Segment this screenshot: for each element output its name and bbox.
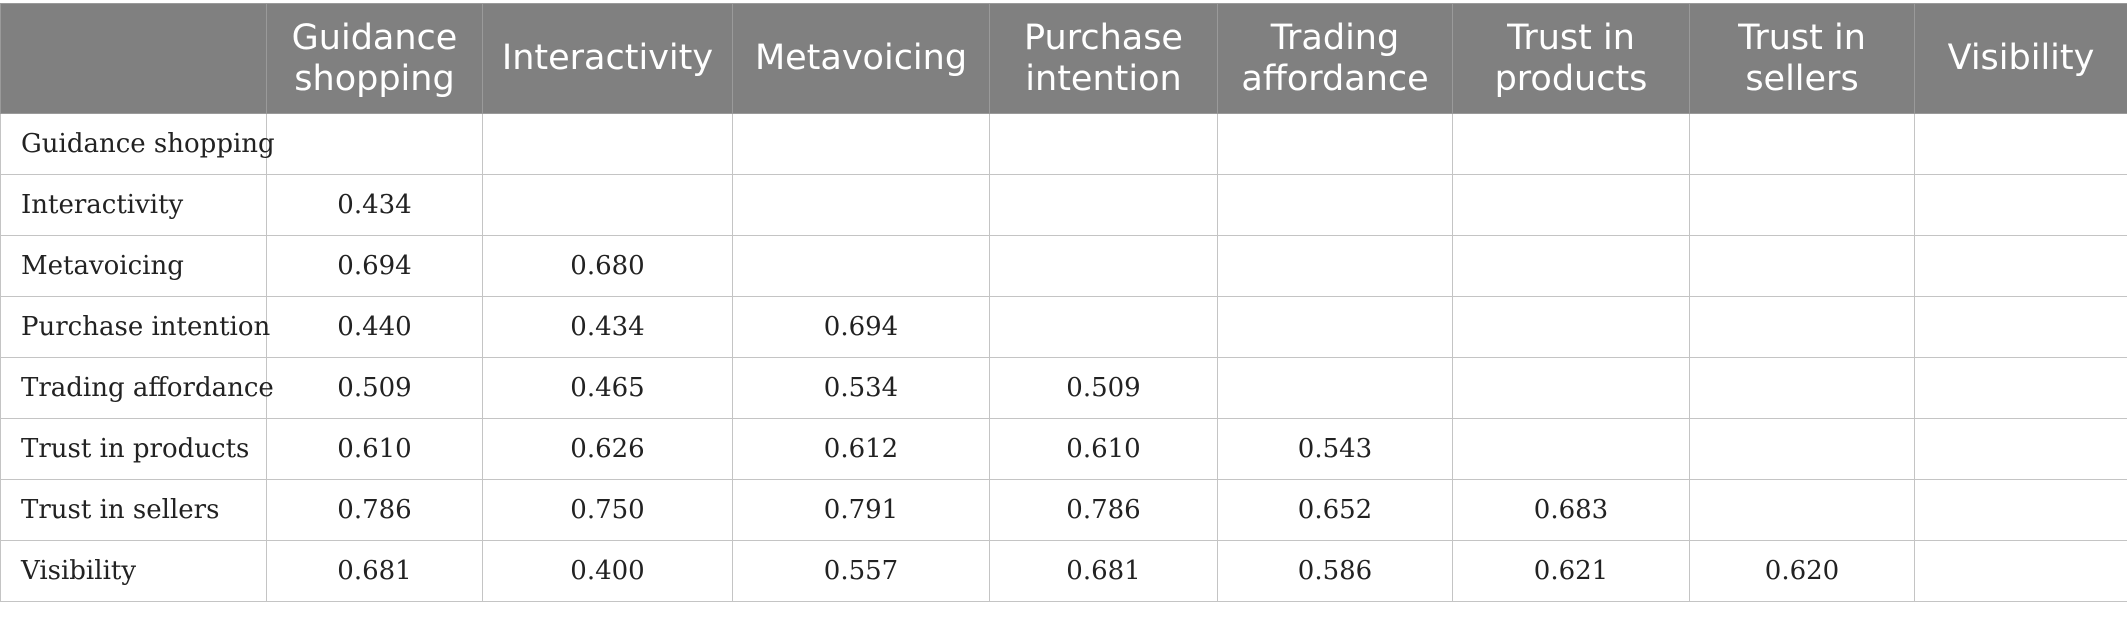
row-label: Visibility bbox=[0, 540, 267, 602]
table-cell bbox=[1217, 113, 1453, 175]
table-cell: 0.534 bbox=[732, 357, 990, 419]
table-cell: 0.440 bbox=[266, 296, 483, 358]
table-row: Trust in sellers 0.786 0.750 0.791 0.786… bbox=[0, 479, 2127, 541]
table-body: Guidance shopping Interactivity 0.434 Me… bbox=[0, 113, 2127, 602]
table-cell: 0.509 bbox=[266, 357, 483, 419]
table-cell: 0.612 bbox=[732, 418, 990, 480]
table-cell bbox=[1689, 479, 1915, 541]
table-cell: 0.620 bbox=[1689, 540, 1915, 602]
table-cell bbox=[732, 113, 990, 175]
table-cell bbox=[1217, 235, 1453, 297]
table-cell: 0.683 bbox=[1452, 479, 1690, 541]
row-label: Purchase intention bbox=[0, 296, 270, 358]
table-cell bbox=[482, 174, 733, 236]
table-cell bbox=[1689, 174, 1915, 236]
table-cell bbox=[1914, 174, 2127, 236]
table-cell: 0.786 bbox=[266, 479, 483, 541]
header-row: Guidance shopping Interactivity Metavoic… bbox=[0, 3, 2127, 114]
table-cell: 0.434 bbox=[266, 174, 483, 236]
table-row: Purchase intention 0.440 0.434 0.694 bbox=[0, 296, 2127, 358]
table-cell bbox=[1914, 479, 2127, 541]
table-cell: 0.465 bbox=[482, 357, 733, 419]
table-row: Visibility 0.681 0.400 0.557 0.681 0.586… bbox=[0, 540, 2127, 602]
table-cell bbox=[1452, 113, 1690, 175]
table-cell bbox=[266, 113, 483, 175]
table-cell bbox=[1689, 235, 1915, 297]
table-cell bbox=[1217, 174, 1453, 236]
table-cell: 0.434 bbox=[482, 296, 733, 358]
table-cell bbox=[1452, 418, 1690, 480]
table-cell: 0.786 bbox=[989, 479, 1218, 541]
table-cell: 0.621 bbox=[1452, 540, 1690, 602]
table-cell: 0.509 bbox=[989, 357, 1218, 419]
header-cell-visibility: Visibility bbox=[1914, 3, 2127, 114]
table-cell bbox=[989, 113, 1218, 175]
table-cell: 0.610 bbox=[989, 418, 1218, 480]
table-row: Trust in products 0.610 0.626 0.612 0.61… bbox=[0, 418, 2127, 480]
table-cell: 0.791 bbox=[732, 479, 990, 541]
header-cell-interactivity: Interactivity bbox=[482, 3, 733, 114]
row-label: Trading affordance bbox=[0, 357, 274, 419]
table-cell: 0.610 bbox=[266, 418, 483, 480]
table-cell bbox=[732, 174, 990, 236]
table-cell bbox=[1689, 296, 1915, 358]
table-cell: 0.626 bbox=[482, 418, 733, 480]
table-cell: 0.652 bbox=[1217, 479, 1453, 541]
header-cell-metavoicing: Metavoicing bbox=[732, 3, 990, 114]
table-cell bbox=[1914, 540, 2127, 602]
table-cell bbox=[1914, 357, 2127, 419]
table-row: Metavoicing 0.694 0.680 bbox=[0, 235, 2127, 297]
table-cell: 0.680 bbox=[482, 235, 733, 297]
table-cell: 0.586 bbox=[1217, 540, 1453, 602]
header-cell-trading-affordance: Trading affordance bbox=[1217, 3, 1453, 114]
table-cell bbox=[1914, 418, 2127, 480]
table-cell bbox=[1452, 357, 1690, 419]
header-cell-purchase-intention: Purchase intention bbox=[989, 3, 1218, 114]
table-cell: 0.750 bbox=[482, 479, 733, 541]
correlation-matrix-table: Guidance shopping Interactivity Metavoic… bbox=[0, 3, 2127, 602]
table-cell bbox=[1689, 113, 1915, 175]
table-cell bbox=[1452, 296, 1690, 358]
row-label: Interactivity bbox=[0, 174, 267, 236]
row-label: Metavoicing bbox=[0, 235, 267, 297]
table-cell: 0.557 bbox=[732, 540, 990, 602]
table-cell bbox=[1914, 235, 2127, 297]
header-cell-guidance-shopping: Guidance shopping bbox=[266, 3, 483, 114]
table-cell bbox=[1689, 418, 1915, 480]
table-cell bbox=[1217, 357, 1453, 419]
row-label: Trust in products bbox=[0, 418, 267, 480]
table-cell bbox=[1217, 296, 1453, 358]
header-cell-corner bbox=[0, 3, 267, 114]
header-cell-trust-in-sellers: Trust in sellers bbox=[1689, 3, 1915, 114]
table-cell bbox=[1452, 235, 1690, 297]
header-cell-trust-in-products: Trust in products bbox=[1452, 3, 1690, 114]
table-cell: 0.543 bbox=[1217, 418, 1453, 480]
row-label: Guidance shopping bbox=[0, 113, 275, 175]
table-cell bbox=[482, 113, 733, 175]
table-cell bbox=[1689, 357, 1915, 419]
table-cell: 0.694 bbox=[266, 235, 483, 297]
table-cell: 0.400 bbox=[482, 540, 733, 602]
table-cell: 0.694 bbox=[732, 296, 990, 358]
table-row: Interactivity 0.434 bbox=[0, 174, 2127, 236]
table-cell bbox=[1914, 296, 2127, 358]
table-row: Trading affordance 0.509 0.465 0.534 0.5… bbox=[0, 357, 2127, 419]
row-label: Trust in sellers bbox=[0, 479, 267, 541]
table-row: Guidance shopping bbox=[0, 113, 2127, 175]
table-cell bbox=[732, 235, 990, 297]
table-cell bbox=[989, 174, 1218, 236]
table-cell bbox=[989, 296, 1218, 358]
table-cell: 0.681 bbox=[989, 540, 1218, 602]
table-cell bbox=[1914, 113, 2127, 175]
table-header: Guidance shopping Interactivity Metavoic… bbox=[0, 3, 2127, 114]
table-cell: 0.681 bbox=[266, 540, 483, 602]
table-cell bbox=[1452, 174, 1690, 236]
table-cell bbox=[989, 235, 1218, 297]
